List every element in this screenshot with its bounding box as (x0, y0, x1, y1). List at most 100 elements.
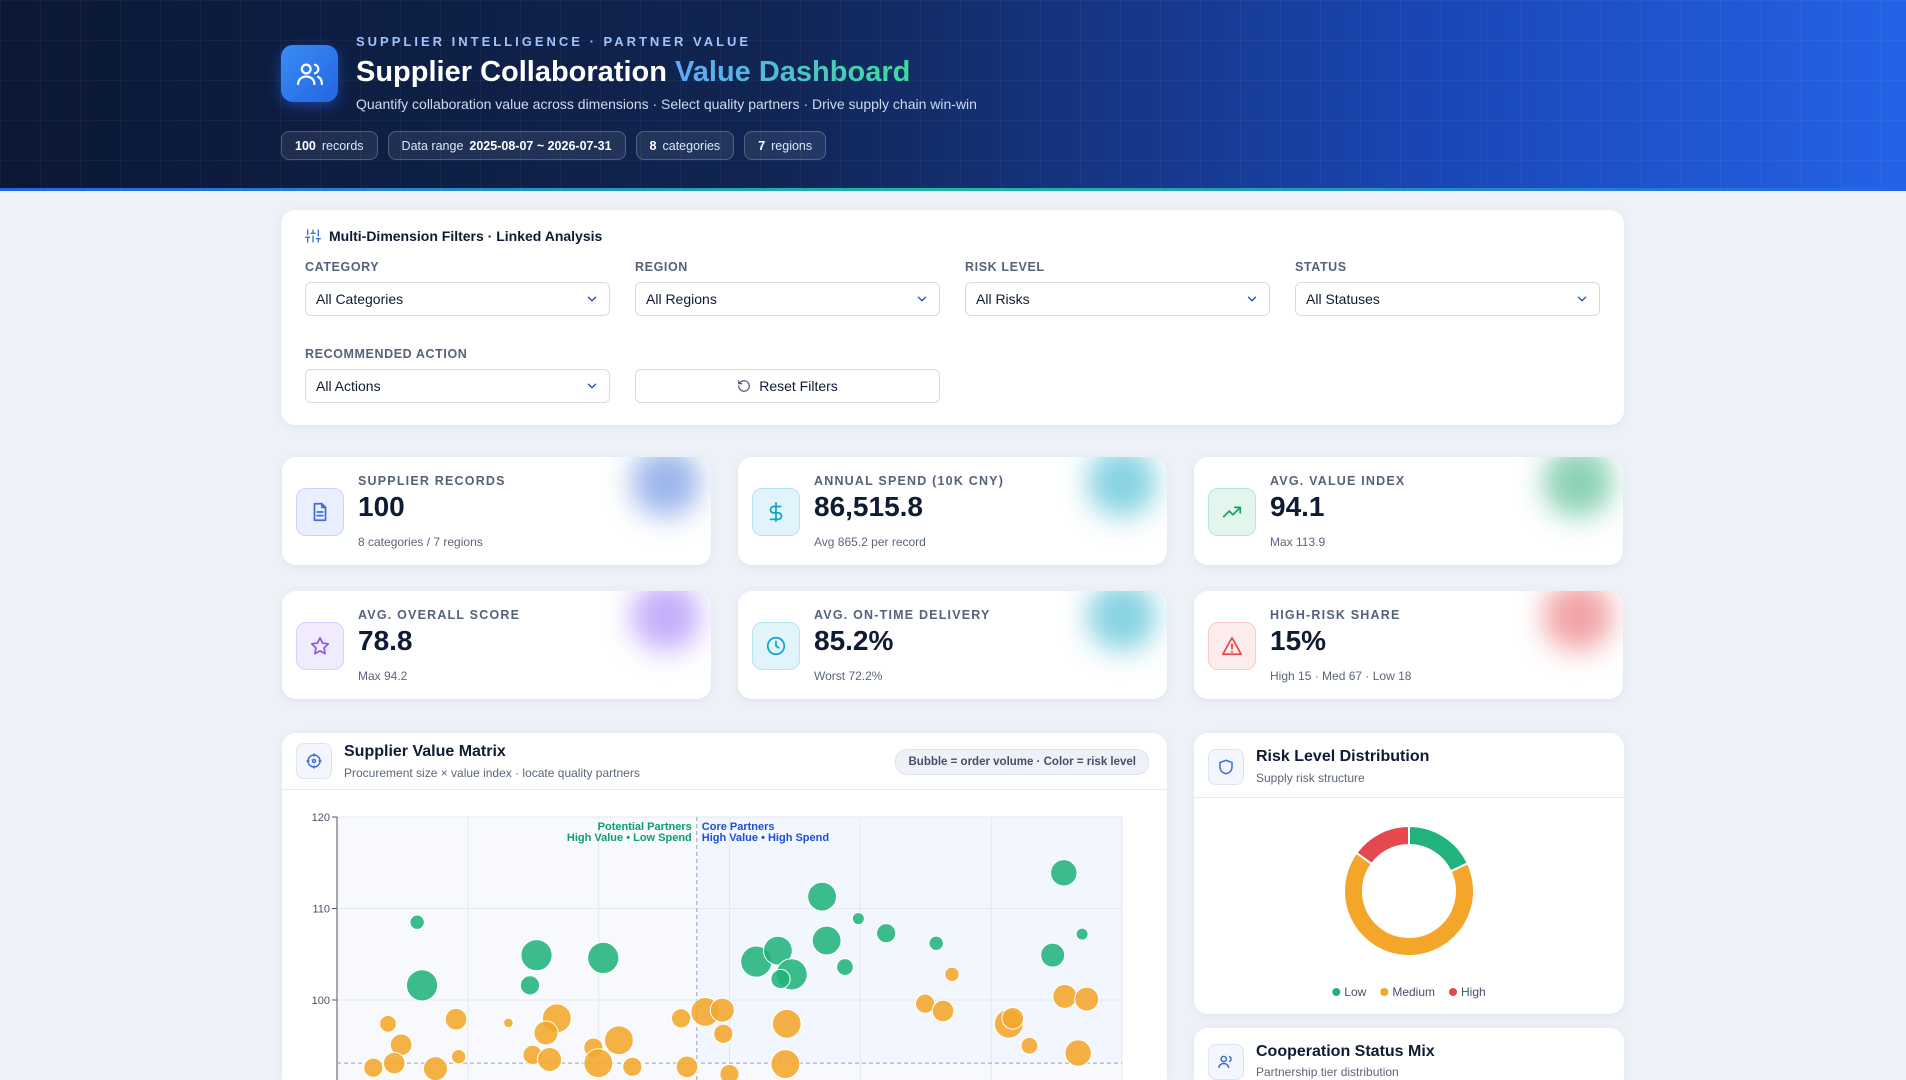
bubble (1075, 927, 1089, 941)
kpi-icon (1208, 622, 1256, 670)
bubble (1052, 983, 1078, 1009)
bubble (363, 1057, 384, 1078)
kpi-label: AVG. VALUE INDEX (1270, 474, 1406, 488)
bubble (422, 1056, 448, 1080)
chip: Data range 2025-08-07 ~ 2026-07-31 (387, 131, 626, 160)
title-accent: Value Dashboard (675, 56, 911, 88)
bubble (519, 975, 541, 996)
filter-value: All Regions (646, 291, 717, 307)
kpi-value: 86,515.8 (814, 491, 923, 522)
bubble (382, 1051, 406, 1075)
bubble (537, 1046, 563, 1072)
panel-icon (1208, 1044, 1244, 1080)
header (0, 0, 1906, 191)
kpi-icon (296, 488, 344, 536)
kpi-label: HIGH-RISK SHARE (1270, 608, 1401, 622)
quadrant-subtitle: High Value • Low Spend (567, 832, 692, 844)
bubble (713, 1023, 734, 1044)
chip-value: 100 (295, 138, 316, 153)
chip-value: 2025-08-07 ~ 2026-07-31 (469, 138, 612, 153)
chip-label: Data range (401, 138, 464, 153)
legend-label: High (1461, 985, 1486, 999)
panel-title: Cooperation Status Mix (1256, 1043, 1435, 1060)
kpi-card: AVG. OVERALL SCORE 78.8 Max 94.2 (282, 591, 711, 699)
header-accent-line (0, 188, 1906, 191)
quadrant-subtitle: High Value • High Spend (702, 832, 829, 844)
chip: 8 categories (635, 131, 735, 160)
bubble (379, 1014, 397, 1033)
donut-slice (1343, 851, 1475, 957)
bubble (675, 1055, 699, 1079)
kpi-value: 100 (358, 491, 405, 522)
donut-chart: Low Medium High (1332, 824, 1486, 999)
panel-subtitle: Procurement size × value index · locate … (344, 766, 640, 780)
bubble (1020, 1036, 1039, 1055)
divider (1194, 797, 1624, 798)
filter-select[interactable]: All Categories (305, 282, 610, 316)
filter-select[interactable]: All Regions (635, 282, 940, 316)
kpi-label: AVG. OVERALL SCORE (358, 608, 521, 622)
chip: 7 regions (744, 131, 827, 160)
kpi-note: High 15 · Med 67 · Low 18 (1270, 669, 1412, 683)
quadrant-core (696, 817, 1122, 1064)
reset-button[interactable]: Reset Filters (635, 369, 940, 403)
filter-label: RECOMMENDED ACTION (305, 347, 468, 361)
filter-value: All Statuses (1306, 291, 1380, 307)
panel-icon (296, 743, 332, 779)
bubble (1064, 1039, 1092, 1067)
quadrant-title: Core Partners (702, 821, 775, 833)
kpi-label: AVG. ON-TIME DELIVERY (814, 608, 991, 622)
chips: 100 records Data range 2025-08-07 ~ 2026-0… (281, 131, 827, 160)
kpi-card: HIGH-RISK SHARE 15% High 15 · Med 67 · Low… (1194, 591, 1623, 699)
legend-swatch (1449, 988, 1458, 996)
kpi-icon (752, 488, 800, 536)
coop-panel: Cooperation Status Mix Partnership tier … (1194, 1028, 1624, 1080)
kpi-value: 94.1 (1270, 491, 1325, 522)
legend-swatch (1332, 988, 1341, 996)
bubble (409, 914, 425, 930)
chip-label: categories (662, 138, 721, 153)
legend-label: Medium (1392, 985, 1435, 999)
filter-label: REGION (635, 260, 688, 274)
filter-title-text: Multi-Dimension Filters · Linked Analysi… (329, 228, 603, 244)
bubble (807, 881, 837, 912)
chip-label: regions (771, 138, 813, 153)
y-tick-label: 100 (312, 995, 330, 1007)
chip-label: records (321, 138, 364, 153)
bubble-chart: 04008001200160020002400100110120Potentia… (312, 812, 1123, 1080)
kpi-note: Avg 865.2 per record (814, 535, 926, 549)
filter-select[interactable]: All Actions (305, 369, 610, 403)
bubble (1074, 986, 1100, 1012)
filter-select[interactable]: All Statuses (1295, 282, 1600, 316)
kpi-value: 15% (1270, 625, 1327, 656)
panel-subtitle: Supply risk structure (1256, 771, 1365, 785)
bubble (622, 1056, 643, 1077)
kpi-icon (752, 622, 800, 670)
kpi-card: SUPPLIER RECORDS 100 8 categories / 7 regi… (282, 457, 711, 565)
bubble (836, 958, 854, 976)
bubble (770, 1049, 801, 1079)
filter-value: All Actions (316, 378, 381, 394)
y-tick-label: 110 (312, 904, 330, 916)
logo-icon (281, 45, 338, 102)
kpi-value: 78.8 (358, 625, 413, 656)
y-tick-label: 120 (312, 812, 330, 824)
donut-slice (1355, 824, 1410, 866)
bubble (944, 966, 960, 983)
kpi-icon (296, 622, 344, 670)
value-matrix-panel: Supplier Value Matrix Procurement size ×… (282, 733, 1167, 1080)
page-title: Supplier Collaboration Value Dashboard (356, 56, 910, 89)
kpi-card: AVG. ON-TIME DELIVERY 85.2% Worst 72.2% (738, 591, 1167, 699)
filter-value: All Risks (976, 291, 1030, 307)
kpi-label: SUPPLIER RECORDS (358, 474, 506, 488)
filter-select[interactable]: All Risks (965, 282, 1270, 316)
chip-value: 7 (758, 138, 766, 153)
legend-swatch (1380, 988, 1389, 996)
panel-icon (1208, 749, 1244, 785)
filter-label: RISK LEVEL (965, 260, 1045, 274)
panel-title: Supplier Value Matrix (344, 743, 506, 760)
title-main: Supplier Collaboration (356, 56, 667, 88)
bubble (771, 1008, 802, 1039)
kpi-icon (1208, 488, 1256, 536)
